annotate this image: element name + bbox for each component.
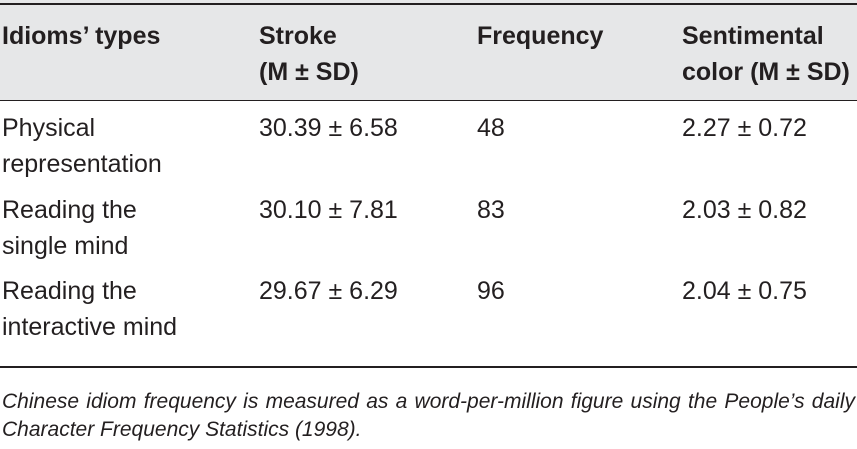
header-sentimental-color: Sentimental color (M ± SD) (682, 18, 850, 90)
header-sentimental-color-line2: color (M ± SD) (682, 58, 850, 86)
table-row-1-sentimental-color: 2.27 ± 0.72 (682, 114, 807, 142)
row-2-type-line2: single mind (2, 232, 129, 260)
header-stroke-line2: (M ± SD) (259, 58, 359, 86)
header-idioms-types-line1: Idioms’ types (2, 22, 161, 50)
row-1-type-line1: Physical (2, 114, 96, 142)
header-stroke-line1: Stroke (259, 22, 337, 50)
table-row-3-stroke: 29.67 ± 6.29 (259, 277, 398, 305)
row-1-type-line2: representation (2, 150, 162, 178)
table-row-3-sentimental-color: 2.04 ± 0.75 (682, 277, 807, 305)
row-3-type-line1: Reading the (2, 277, 137, 305)
table-row-2-type: Reading the single mind (2, 192, 137, 264)
header-idioms-types: Idioms’ types (2, 18, 160, 54)
table-bottom-rule (0, 366, 857, 368)
table-top-rule (0, 3, 857, 5)
row-3-type-line2: interactive mind (2, 313, 178, 341)
table-row-1-frequency: 48 (477, 114, 505, 142)
table-row-2-stroke: 30.10 ± 7.81 (259, 196, 398, 224)
header-frequency-line1: Frequency (477, 22, 604, 50)
row-2-type-line1: Reading the (2, 196, 137, 224)
table-row-2-sentimental-color: 2.03 ± 0.82 (682, 196, 807, 224)
header-frequency: Frequency (477, 18, 603, 54)
header-stroke: Stroke (M ± SD) (259, 18, 359, 90)
header-sentimental-color-line1: Sentimental (682, 22, 824, 50)
table-footnote: Chinese idiom frequency is measured as a… (2, 390, 855, 441)
table-row-1-type: Physical representation (2, 110, 162, 182)
header-bottom-rule (0, 100, 857, 101)
table-header (0, 0, 857, 100)
table-row-1-stroke: 30.39 ± 6.58 (259, 114, 398, 142)
table-row-2-frequency: 83 (477, 196, 505, 224)
table-row-3-type: Reading the interactive mind (2, 273, 177, 345)
table-row-3-frequency: 96 (477, 277, 505, 305)
